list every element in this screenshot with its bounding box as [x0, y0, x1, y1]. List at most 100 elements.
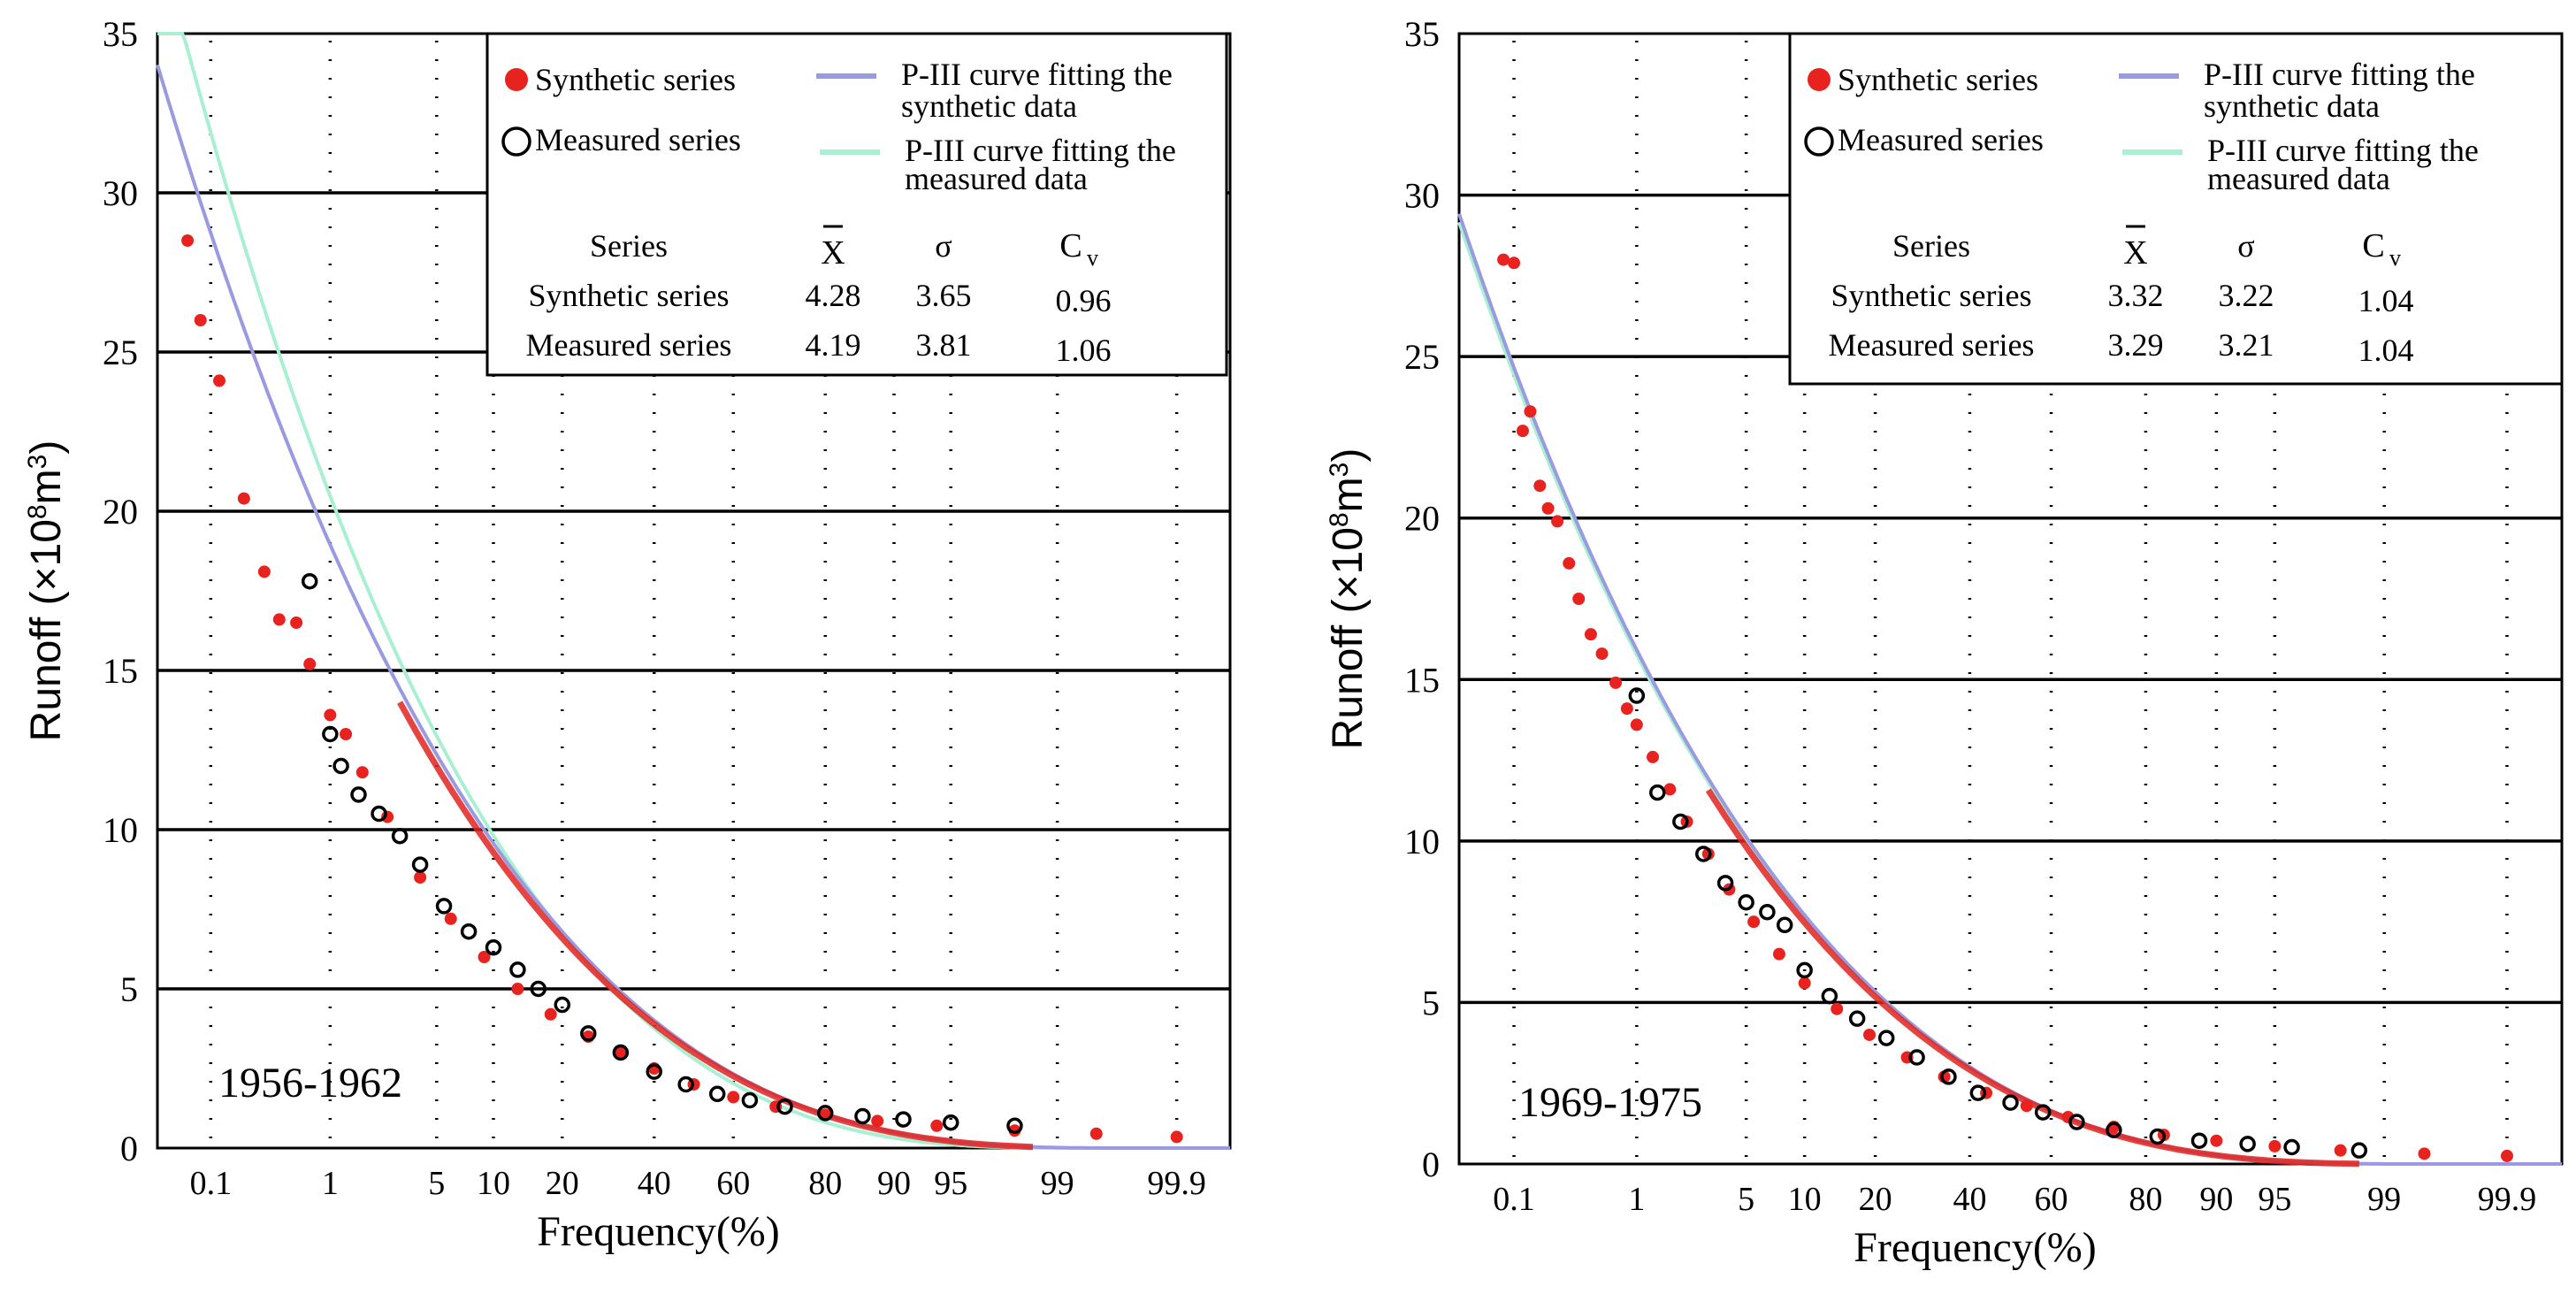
chart2-table-row-cv: 1.04	[2358, 333, 2414, 368]
chart2-synthetic-point	[1701, 847, 1715, 861]
chart2-synthetic-point	[1524, 405, 1537, 418]
chart2-synthetic-point	[2268, 1139, 2282, 1152]
chart1-legend-fit-measured-label-2: measured data	[905, 161, 1088, 196]
chart2-measured-point	[2239, 1136, 2256, 1152]
chart1-measured-point	[741, 1091, 759, 1109]
chart1-synthetic-point	[614, 1046, 627, 1059]
chart2-ytick-label: 35	[1404, 14, 1440, 54]
chart1-synthetic-point	[237, 492, 250, 505]
chart1-measured-point	[350, 786, 367, 803]
chart1-table-row-cv: 0.96	[1056, 283, 1112, 318]
chart2-measured-point	[1848, 1010, 1866, 1027]
chart1-legend-fit-synthetic-label-2: synthetic data	[901, 88, 1077, 124]
chart2-synthetic-point	[2020, 1099, 2033, 1113]
chart1-table-header-series: Series	[590, 228, 668, 264]
chart1-measured-point	[391, 827, 409, 845]
chart1-xtick-label: 5	[428, 1165, 445, 1202]
chart2-synthetic-point	[1663, 783, 1677, 796]
chart1-synthetic-point	[544, 1007, 557, 1021]
chart2-table-header-cv-sub: v	[2389, 245, 2401, 271]
chart2-measured-point	[1759, 903, 1776, 921]
chart1-legend-fit-measured-label-1: P-III curve fitting the	[905, 133, 1176, 168]
chart2-measured-point	[1969, 1084, 1987, 1101]
chart1-table-header-cv-sub: v	[1087, 245, 1098, 271]
chart2-ytick-label: 5	[1422, 983, 1440, 1022]
chart1-period-label: 1956-1962	[218, 1060, 402, 1106]
chart1-measured-point	[677, 1076, 694, 1093]
chart2-synthetic-point	[1609, 676, 1623, 689]
chart1-measured-point	[646, 1063, 662, 1080]
chart1-synthetic-point	[511, 983, 524, 995]
chart1-ytick-label: 15	[103, 651, 138, 691]
chart2-measured-point	[2351, 1142, 2368, 1159]
chart2-table-row-name: Synthetic series	[1831, 278, 2032, 313]
chart1-xtick-label: 1	[322, 1165, 339, 1202]
chart2-xtick-label: 60	[2035, 1181, 2068, 1218]
chart1-measured-point	[1006, 1117, 1023, 1135]
chart2-measured-point	[2283, 1138, 2300, 1156]
chart1-legend-measured-marker	[501, 126, 531, 157]
chart1-synthetic-point	[444, 912, 457, 925]
chart1-synthetic-point	[355, 766, 369, 779]
chart1-synthetic-point	[930, 1119, 944, 1132]
chart1-synthetic-point	[478, 951, 491, 963]
chart1-xtick-label: 99.9	[1147, 1165, 1206, 1202]
chart2-measured-point	[1940, 1068, 1957, 1085]
chart1-ytick-label: 25	[103, 333, 138, 372]
chart2-measured-point	[2106, 1122, 2122, 1138]
chart1-synthetic-point	[1170, 1130, 1183, 1144]
chart1-ytick-label: 5	[120, 969, 138, 1009]
chart2-legend-fit-measured-label-1: P-III curve fitting the	[2207, 133, 2479, 168]
chart2-xtick-label: 1	[1628, 1181, 1645, 1218]
chart1-x-axis-title: Frequency(%)	[537, 1208, 780, 1255]
chart2-measured-point	[1649, 784, 1666, 801]
chart1-synthetic-point	[414, 871, 427, 884]
chart2-legend-fit-synthetic-label-2: synthetic data	[2204, 88, 2380, 124]
chart2-table-header-mean: X	[2123, 234, 2147, 272]
chart2-measured-point	[1796, 961, 1813, 979]
chart2-synthetic-point	[1516, 425, 1529, 438]
chart1-xtick-label: 90	[877, 1165, 911, 1202]
chart1-measured-point	[485, 938, 502, 956]
chart1-table-row-cv: 1.06	[1056, 333, 1112, 368]
chart2-synthetic-point	[1862, 1028, 1876, 1041]
chart2-ytick-label: 10	[1404, 822, 1440, 861]
chart2-xtick-label: 40	[1953, 1181, 1986, 1218]
chart2-x-axis-title: Frequency(%)	[1854, 1224, 2097, 1271]
chart2-measured-point	[1628, 687, 1646, 704]
chart1-table-header-mean: X	[821, 234, 845, 272]
chart1-table-header-sigma: σ	[935, 228, 952, 264]
chart2-table-header-sigma: σ	[2237, 228, 2254, 264]
chart2-synthetic-band	[1705, 788, 2359, 1168]
chart2-table-header-cv: C	[2362, 227, 2384, 264]
chart2-measured-point	[2068, 1114, 2085, 1130]
chart2-ytick-label: 20	[1404, 499, 1440, 539]
chart2-table-row-mean: 3.29	[2108, 327, 2164, 363]
chart1-measured-point	[554, 996, 571, 1014]
chart2-measured-point	[2034, 1104, 2052, 1121]
chart2-table-row-name: Measured series	[1829, 327, 2035, 363]
chart1-synthetic-point	[324, 708, 337, 722]
chart2-xtick-label: 95	[2258, 1181, 2291, 1218]
chart2-measured-point	[1738, 893, 1754, 911]
chart2-synthetic-point	[2500, 1149, 2513, 1162]
chart1-synthetic-point	[340, 728, 353, 740]
chart1-synthetic-point	[181, 234, 195, 247]
chart2-synthetic-point	[1620, 702, 1633, 716]
chart1-measured-point	[371, 805, 387, 823]
chart1-xtick-label: 10	[477, 1165, 510, 1202]
chart1-measured-point	[411, 856, 429, 873]
chart1-measured-point	[854, 1107, 871, 1125]
chart2-legend-fit-measured-label-2: measured data	[2207, 161, 2390, 196]
chart1-measured-point	[612, 1044, 630, 1061]
chart2-synthetic-point	[1572, 593, 1586, 605]
chart1-legend-fit-synthetic-label-1: P-III curve fitting the	[901, 57, 1173, 92]
chart1-synthetic-point	[272, 613, 286, 626]
chart2-synthetic-point	[2334, 1144, 2347, 1157]
chart2-legend-fit-synthetic-label-1: P-III curve fitting the	[2204, 57, 2475, 92]
chart2-synthetic-point	[2418, 1147, 2431, 1160]
chart1-ytick-label: 0	[120, 1129, 138, 1168]
chart1-table-row-sigma: 3.81	[916, 327, 972, 363]
